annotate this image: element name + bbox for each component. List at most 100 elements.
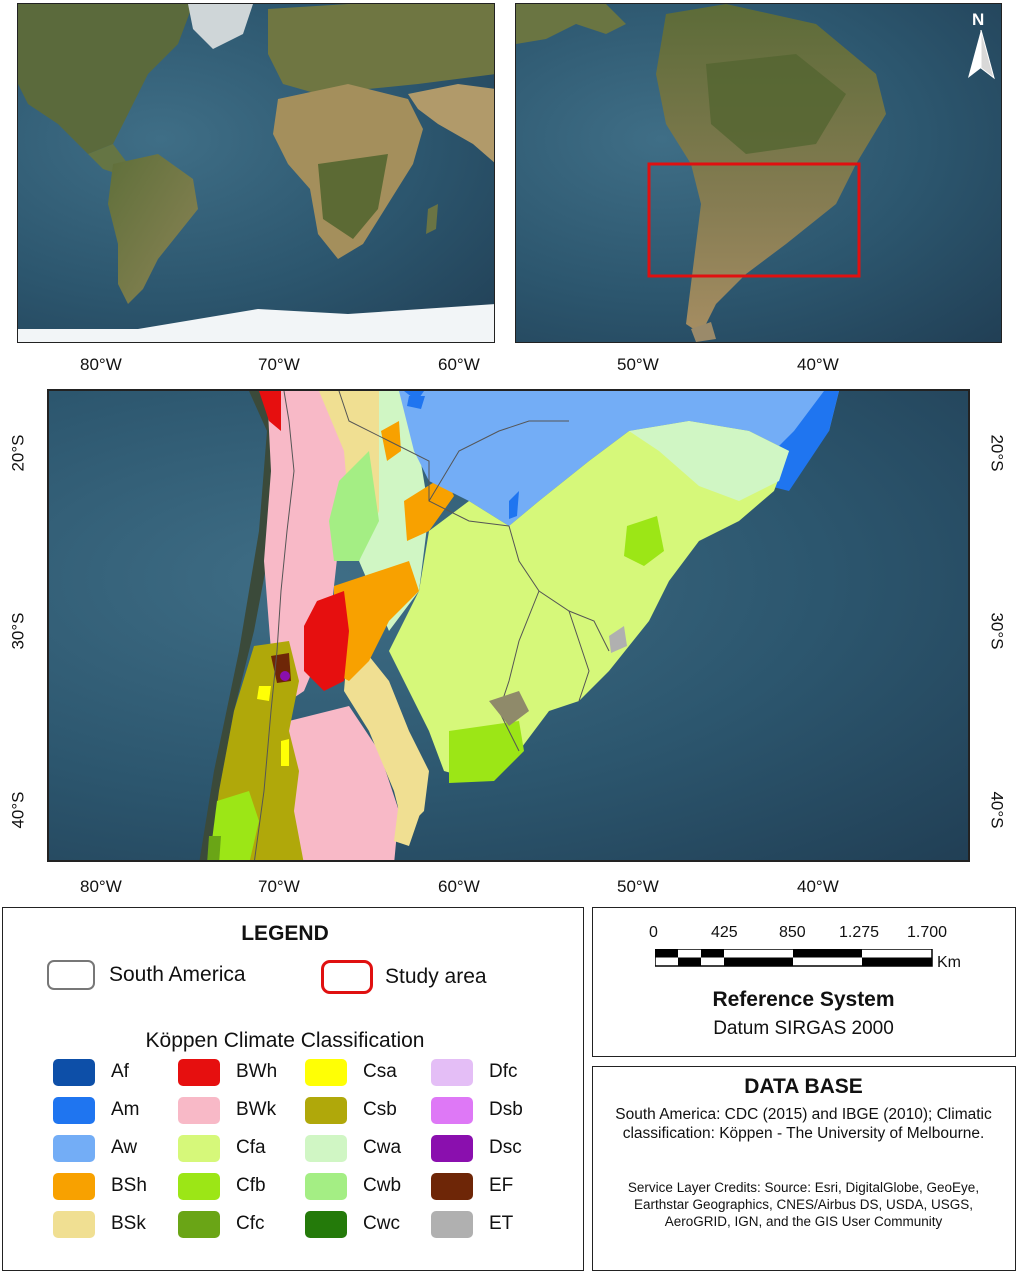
legend-label: Aw: [111, 1137, 138, 1158]
legend-item-bsh: BSh: [53, 1171, 147, 1201]
scale-label: 850: [779, 924, 806, 941]
south-america-map-svg: [516, 4, 886, 342]
legend-label: ET: [489, 1213, 514, 1234]
legend-label: Dsb: [489, 1099, 523, 1120]
legend-item-af: Af: [53, 1057, 129, 1087]
top-tick: 70°W: [258, 355, 300, 374]
legend-item-cwc: Cwc: [305, 1209, 400, 1239]
scale-label: 1.275: [839, 924, 880, 941]
legend-item-am: Am: [53, 1095, 140, 1125]
legend-swatch: [53, 1134, 95, 1162]
top-tick: 40°W: [797, 355, 839, 374]
scale-label: 0: [649, 924, 658, 941]
legend-label: Cwc: [363, 1213, 400, 1234]
legend-item-dsc: Dsc: [431, 1133, 522, 1163]
legend-item-dsb: Dsb: [431, 1095, 523, 1125]
europe-shape: [268, 4, 494, 94]
right-tick: 40°S: [987, 791, 1007, 829]
legend-label: Csa: [363, 1061, 397, 1082]
legend-item-cfa: Cfa: [178, 1133, 266, 1163]
legend-south-america: South America: [47, 960, 246, 990]
zone-aw: [399, 391, 839, 526]
legend-swatch: [178, 1172, 220, 1200]
legend-item-csb: Csb: [305, 1095, 397, 1125]
left-tick: 30°S: [8, 612, 28, 650]
legend-swatch: [178, 1134, 220, 1162]
bottom-tick: 50°W: [617, 877, 659, 896]
world-map-svg: [18, 4, 494, 342]
database-credits: Service Layer Credits: Source: Esri, Dig…: [627, 1180, 980, 1229]
legend-swatch: [305, 1134, 347, 1162]
scale-bar: 0 425 850 1.275 1.700 Km: [649, 924, 961, 984]
legend-title: LEGEND: [241, 922, 329, 945]
study-area-label: Study area: [385, 965, 487, 988]
world-map-panel: [17, 3, 495, 343]
legend-item-cfc: Cfc: [178, 1209, 265, 1239]
country-borders: [254, 391, 610, 860]
left-tick: 40°S: [8, 791, 28, 829]
legend-label: BWh: [236, 1061, 278, 1082]
legend-item-ef: EF: [431, 1171, 513, 1201]
legend-swatch: [305, 1096, 347, 1124]
database-box: DATA BASE South America: CDC (2015) and …: [592, 1066, 1016, 1271]
database-sources: South America: CDC (2015) and IBGE (2010…: [615, 1106, 992, 1142]
legend-item-et: ET: [431, 1209, 513, 1239]
legend-swatch: [305, 1210, 347, 1238]
legend-label: Cwa: [363, 1137, 402, 1158]
legend-study-area: Study area: [321, 960, 487, 994]
greenland-shape: [188, 4, 253, 49]
top-tick: 50°W: [617, 355, 659, 374]
legend-label: BWk: [236, 1099, 277, 1120]
reference-system-title: Reference System: [712, 988, 895, 1011]
zone-cwb: [329, 451, 379, 561]
legend-label: Cfa: [236, 1137, 266, 1158]
zone-bwh-central: [304, 591, 349, 691]
bottom-tick: 60°W: [438, 877, 480, 896]
legend-label: Cfc: [236, 1213, 265, 1234]
south-america-swatch: [47, 960, 95, 990]
legend-label: Dfc: [489, 1061, 518, 1082]
top-tick: 80°W: [80, 355, 122, 374]
right-tick: 20°S: [987, 434, 1007, 472]
continent-shape: [656, 4, 886, 334]
reference-datum: Datum SIRGAS 2000: [713, 1018, 894, 1039]
legend-label: Cfb: [236, 1175, 266, 1196]
legend-item-cwb: Cwb: [305, 1171, 401, 1201]
north-arrow-icon: [968, 30, 995, 80]
legend-label: Am: [111, 1099, 140, 1120]
legend-item-cwa: Cwa: [305, 1133, 401, 1163]
legend-item-bwh: BWh: [178, 1057, 277, 1087]
left-tick: 20°S: [8, 434, 28, 472]
legend-label: BSk: [111, 1213, 146, 1234]
legend-swatch: [178, 1058, 220, 1086]
legend-item-bwk: BWk: [178, 1095, 276, 1125]
zone-bsk-mid: [344, 631, 429, 831]
scale-label: 425: [711, 924, 738, 941]
north-arrow-label: N: [972, 10, 985, 29]
legend-item-csa: Csa: [305, 1057, 397, 1087]
legend-swatch: [305, 1172, 347, 1200]
legend-label: EF: [489, 1175, 514, 1196]
zone-cfa: [389, 421, 789, 781]
south-america-label: South America: [109, 963, 246, 986]
zone-am-east: [769, 391, 839, 491]
zone-cfb-south: [449, 721, 524, 783]
north-arrow: N: [964, 10, 998, 80]
zone-cfb-north: [624, 516, 664, 566]
study-area-map-panel: [47, 389, 970, 862]
north-america-shape: [18, 4, 193, 154]
zone-bwh-coast: [259, 391, 281, 431]
legend-swatch: [53, 1096, 95, 1124]
zone-cwa-northeast: [629, 421, 789, 501]
scale-label: 1.700: [907, 924, 948, 941]
legend-swatch: [53, 1210, 95, 1238]
legend-swatch: [305, 1058, 347, 1086]
legend-item-dfc: Dfc: [431, 1057, 518, 1087]
legend-label: Csb: [363, 1099, 397, 1120]
database-title: DATA BASE: [744, 1075, 863, 1098]
legend-swatch: [431, 1096, 473, 1124]
south-america-map-panel: N: [515, 3, 1002, 343]
legend-swatch: [53, 1058, 95, 1086]
koppen-title: Köppen Climate Classification: [145, 1029, 425, 1052]
climate-map-svg: [199, 391, 839, 860]
